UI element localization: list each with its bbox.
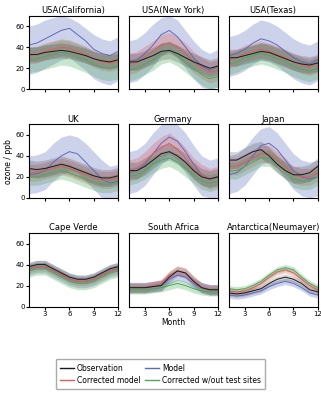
Title: Japan: Japan [262, 115, 285, 124]
Legend: Observation, Corrected model, Model, Corrected w/out test sites: Observation, Corrected model, Model, Cor… [56, 359, 265, 389]
Title: Germany: Germany [154, 115, 193, 124]
Title: USA(Texas): USA(Texas) [250, 6, 297, 15]
Title: Cape Verde: Cape Verde [49, 223, 98, 232]
Title: USA(California): USA(California) [41, 6, 105, 15]
X-axis label: Month: Month [161, 318, 186, 327]
Title: Antarctica(Neumayer): Antarctica(Neumayer) [227, 223, 320, 232]
Title: UK: UK [68, 115, 79, 124]
Y-axis label: ozone / ppb: ozone / ppb [4, 139, 13, 184]
Title: USA(New York): USA(New York) [142, 6, 204, 15]
Title: South Africa: South Africa [148, 223, 199, 232]
